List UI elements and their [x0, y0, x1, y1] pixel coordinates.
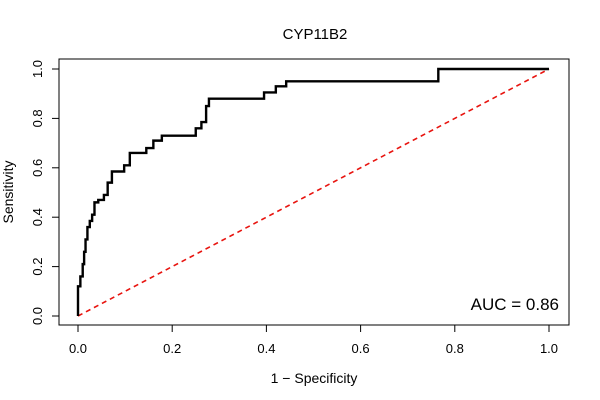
x-tick-label: 0.6 [352, 341, 370, 356]
x-tick-label: 1.0 [540, 341, 558, 356]
x-tick-label: 0.0 [69, 341, 87, 356]
plot-area [76, 67, 550, 317]
reference-diagonal-line [77, 68, 550, 317]
chart-title: CYP11B2 [283, 26, 348, 43]
axes: 0.0 0.2 0.4 0.6 0.8 1.0 0.0 0.2 0.4 0.6 0.8 1.0 [30, 60, 558, 356]
x-tick-label: 0.8 [446, 341, 464, 356]
y-axis-label: Sensitivity [0, 160, 16, 223]
auc-annotation: AUC = 0.86 [471, 295, 559, 314]
x-tick-label: 0.2 [163, 341, 181, 356]
y-tick-label: 0.2 [30, 258, 45, 276]
x-axis-label: 1 − Specificity [271, 370, 358, 386]
y-tick-label: 0.8 [30, 109, 45, 127]
y-tick-label: 1.0 [30, 60, 45, 78]
y-tick-label: 0.6 [30, 159, 45, 177]
roc-curve-line [76, 67, 549, 316]
y-tick-label: 0.0 [30, 307, 45, 325]
x-tick-label: 0.4 [257, 341, 275, 356]
y-tick-label: 0.4 [30, 208, 45, 226]
